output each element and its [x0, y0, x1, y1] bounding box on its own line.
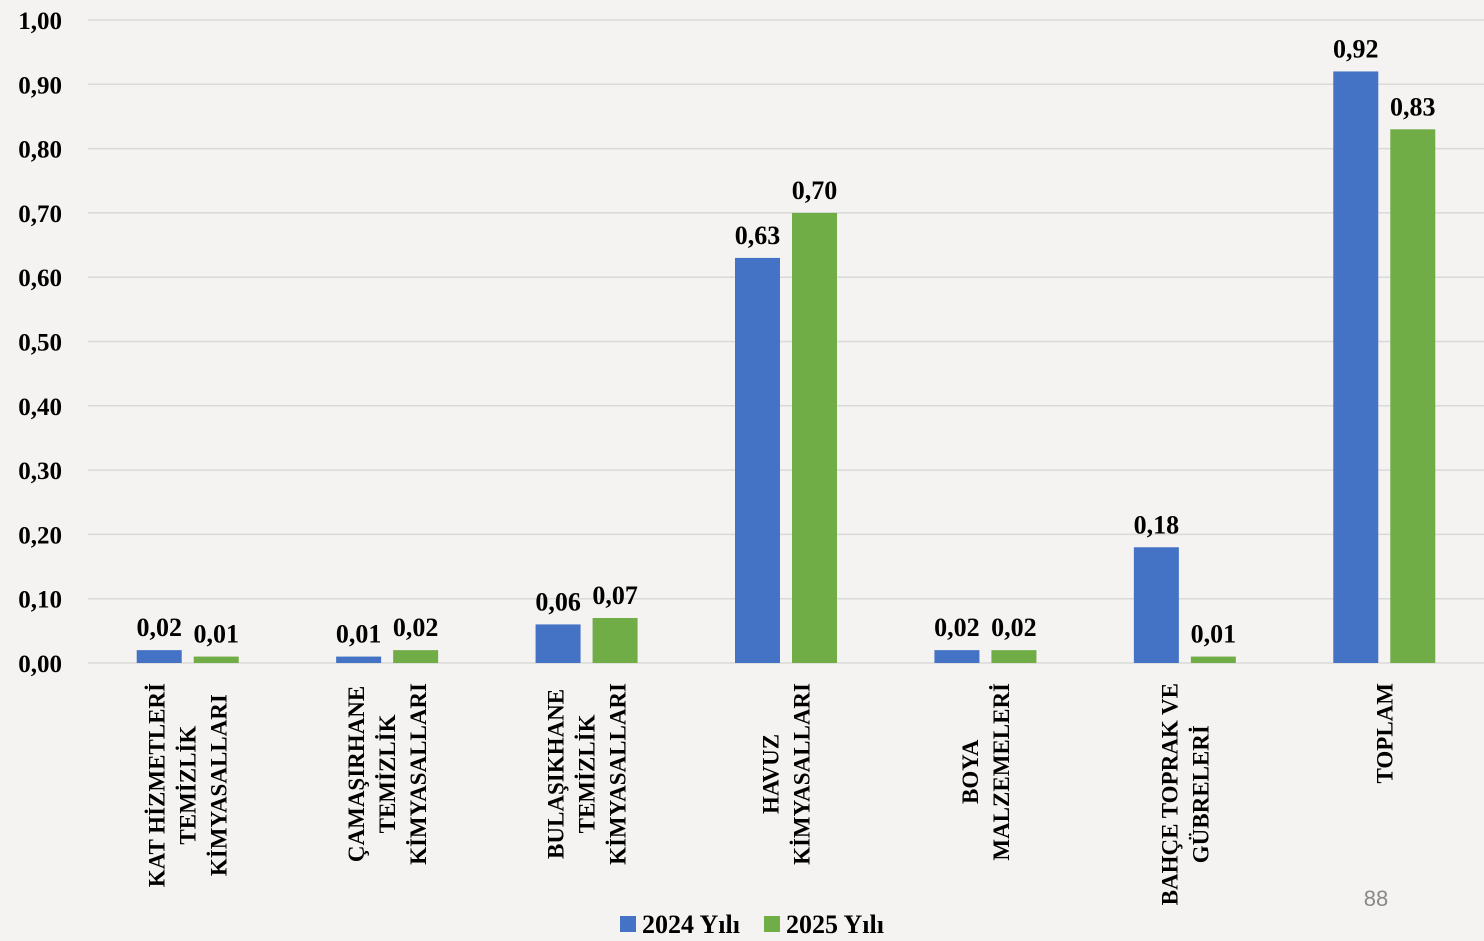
bar [1333, 71, 1379, 663]
x-tick-label: HAVUZ KİMYASALLARI [759, 683, 815, 865]
x-tick-label-line: KİMYASALLARI [606, 683, 631, 865]
x-tick-label-group: TOPLAM [1372, 683, 1397, 784]
x-tick-label-line: KİMYASALLARI [406, 683, 431, 865]
y-tick-label: 1,00 [18, 8, 62, 35]
bar [1133, 547, 1179, 663]
value-label: 0,18 [1134, 510, 1180, 539]
x-tick-label-line: BAHÇE TOPRAK VE [1157, 683, 1182, 905]
bar [136, 650, 182, 663]
x-tick-label-line: KİMYASALLARI [207, 694, 232, 876]
y-tick-label: 0,60 [18, 265, 62, 292]
x-tick-label-group: BULAŞIKHANE TEMİZLİK KİMYASALLARI [544, 683, 631, 865]
bar [393, 650, 439, 663]
value-label: 0,02 [136, 613, 182, 642]
x-tick-label-group: ÇAMAŞIRHANE TEMİZLİK KİMYASALLARI [344, 683, 431, 865]
bar [735, 257, 780, 663]
bar [535, 624, 581, 663]
x-tick-label-line: TOPLAM [1372, 683, 1397, 784]
value-label: 0,02 [991, 613, 1037, 642]
x-tick-label-group: BAHÇE TOPRAK VE GÜBRELERİ [1157, 683, 1213, 905]
y-tick-label: 0,20 [18, 522, 62, 549]
bar [592, 617, 638, 663]
x-tick-label-group: BOYA MALZEMELERİ [958, 683, 1014, 861]
y-tick-label: 0,00 [18, 651, 62, 678]
y-tick-label: 0,50 [18, 330, 62, 357]
y-tick-label: 0,80 [18, 137, 62, 164]
y-tick-label: 0,40 [18, 394, 62, 421]
legend-swatch [763, 916, 780, 932]
y-tick-label: 0,30 [18, 458, 62, 485]
value-label: 0,70 [792, 176, 838, 205]
y-tick-label: 0,70 [18, 201, 62, 228]
value-label: 0,63 [735, 221, 781, 250]
value-label: 0,06 [535, 587, 581, 616]
x-tick-label-line: ÇAMAŞIRHANE [344, 686, 369, 862]
x-tick-label: ÇAMAŞIRHANE TEMİZLİK KİMYASALLARI [344, 683, 431, 865]
bar [991, 650, 1037, 663]
x-tick-label: KAT HİZMETLERİ TEMİZLİK KİMYASALLARI [145, 683, 232, 887]
x-tick-label: TOPLAM [1372, 683, 1397, 784]
value-label: 0,01 [336, 620, 382, 649]
x-tick-label-line: KAT HİZMETLERİ [145, 683, 170, 887]
x-tick-label-line: TEMİZLİK [176, 726, 201, 845]
page-number: 88 [1364, 886, 1388, 911]
x-tick-label: BOYA MALZEMELERİ [958, 683, 1014, 861]
bar [792, 212, 837, 663]
legend-label: 2025 Yılı [786, 910, 884, 939]
x-tick-label-line: MALZEMELERİ [989, 683, 1014, 861]
value-label: 0,92 [1333, 34, 1379, 63]
x-tick-label: BAHÇE TOPRAK VE GÜBRELERİ [1157, 683, 1213, 905]
x-tick-label-line: BOYA [958, 739, 983, 804]
x-tick-label-line: KİMYASALLARI [790, 683, 815, 865]
legend-label: 2024 Yılı [642, 910, 740, 939]
value-label: 0,02 [934, 613, 980, 642]
bar [934, 650, 980, 663]
bar [1190, 656, 1236, 663]
value-label: 0,07 [592, 581, 638, 610]
legend-swatch [620, 916, 636, 932]
x-tick-label-group: KAT HİZMETLERİ TEMİZLİK KİMYASALLARI [145, 683, 232, 887]
bar [193, 656, 239, 663]
bar [336, 656, 382, 663]
x-tick-label-line: TEMİZLİK [575, 714, 600, 833]
bar [1390, 129, 1436, 663]
value-label: 0,01 [193, 620, 239, 649]
x-tick-label-line: BULAŞIKHANE [544, 689, 569, 859]
value-label: 0,01 [1191, 620, 1237, 649]
x-tick-label-line: TEMİZLİK [375, 714, 400, 833]
y-tick-label: 0,90 [18, 72, 62, 99]
value-label: 0,83 [1390, 92, 1436, 121]
x-tick-label-line: HAVUZ [759, 734, 784, 814]
value-label: 0,02 [393, 613, 439, 642]
y-tick-label: 0,10 [18, 587, 62, 614]
x-tick-label-group: HAVUZ KİMYASALLARI [759, 683, 815, 865]
x-tick-label-line: GÜBRELERİ [1188, 725, 1213, 863]
x-tick-label: BULAŞIKHANE TEMİZLİK KİMYASALLARI [544, 683, 631, 865]
